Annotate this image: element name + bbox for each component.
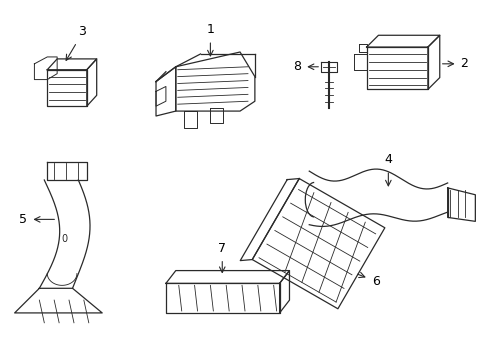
Text: 3: 3 bbox=[78, 25, 85, 38]
Text: 4: 4 bbox=[384, 153, 391, 166]
Text: 2: 2 bbox=[460, 57, 468, 70]
Text: 5: 5 bbox=[19, 213, 26, 226]
Text: 6: 6 bbox=[372, 275, 380, 288]
Text: 8: 8 bbox=[293, 60, 301, 73]
Text: 0: 0 bbox=[61, 234, 67, 244]
Text: 1: 1 bbox=[206, 23, 214, 36]
Text: 7: 7 bbox=[218, 242, 226, 255]
